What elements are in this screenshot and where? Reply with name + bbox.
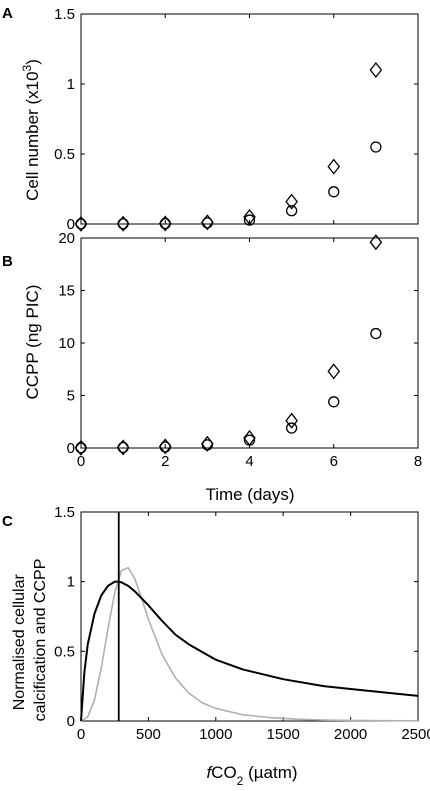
diamond-data-point xyxy=(369,234,383,251)
axes-frame xyxy=(80,13,419,225)
y-tick-label: 10 xyxy=(58,335,75,352)
circle-data-point xyxy=(328,396,340,408)
y-tick-label: 1 xyxy=(67,574,75,591)
panel-a-plot-area: 0 0.5 1 1.5 xyxy=(54,6,419,233)
panel-b-letter: B xyxy=(2,253,13,270)
panel-c-y-axis-label: Normalised cellular calcification and CC… xyxy=(11,559,49,722)
x-tick-label: 2 xyxy=(161,453,169,470)
diamond-data-point xyxy=(327,363,341,380)
diamond-data-point xyxy=(285,412,298,429)
diamond-data-point xyxy=(74,215,88,232)
panel-b-x-axis-label: Time (days) xyxy=(205,485,294,504)
diamond-data-point xyxy=(285,193,298,210)
diamond-data-point xyxy=(116,439,130,456)
panel-b: B CCPP (ng PIC) Time (days) xyxy=(2,253,295,504)
panel-c: C Normalised cellular calcification and … xyxy=(2,513,298,788)
diamond-data-point xyxy=(201,435,214,452)
x-tick-label: 6 xyxy=(330,453,338,470)
diamond-data-point xyxy=(243,429,256,447)
panel-a: A Cell number (x103) xyxy=(2,5,42,201)
panel-b-plot-area: 0 2 4 6 8 0 5 10 15 20 xyxy=(58,230,422,470)
svg-text:CCPP (ng PIC): CCPP (ng PIC) xyxy=(23,285,42,400)
panel-a-y-axis-label: Cell number (x103) xyxy=(20,59,42,201)
x-tick-label: 500 xyxy=(136,726,161,743)
panel-c-x-axis-label: fCO2 (µatm) xyxy=(206,763,297,788)
x-tick-label: 0 xyxy=(77,726,85,743)
axes-frame xyxy=(80,511,419,722)
y-tick-label: 1 xyxy=(67,76,75,93)
axes-frame xyxy=(80,237,419,449)
y-tick-label: 0.5 xyxy=(54,146,75,163)
svg-text:Normalised cellular ca: Normalised cellular calcification and CC… xyxy=(11,559,49,722)
y-tick-label: 20 xyxy=(58,230,75,247)
circle-data-point xyxy=(328,186,340,198)
panel-c-letter: C xyxy=(2,513,13,530)
x-tick-label: 4 xyxy=(245,453,253,470)
diamond-data-point xyxy=(116,215,130,232)
diamond-data-point xyxy=(158,215,172,232)
circle-data-point xyxy=(243,214,256,226)
y-tick-label: 15 xyxy=(58,283,75,300)
x-tick-label: 1000 xyxy=(199,726,232,743)
x-tick-label: 8 xyxy=(414,453,422,470)
y-tick-label: 1.5 xyxy=(54,6,75,23)
y-tick-label: 1.5 xyxy=(54,504,75,521)
y-tick-label: 0.5 xyxy=(54,643,75,660)
x-tick-label: 2000 xyxy=(334,726,367,743)
circle-data-point xyxy=(285,205,298,217)
diamond-data-point xyxy=(201,214,214,231)
y-tick-label: 5 xyxy=(67,388,75,405)
svg-text:Cell number (x103): Cell number (x103) xyxy=(20,59,42,201)
circle-data-point xyxy=(370,141,382,153)
diamond-data-point xyxy=(74,439,88,456)
circle-data-point xyxy=(370,327,382,340)
panel-a-letter: A xyxy=(2,5,13,22)
diamond-data-point xyxy=(369,61,383,79)
diamond-data-point xyxy=(158,438,172,455)
x-tick-label: 0 xyxy=(77,453,85,470)
diamond-data-point xyxy=(243,208,256,226)
calcification-curve xyxy=(80,580,419,722)
y-tick-label: 0 xyxy=(67,713,75,730)
circle-data-point xyxy=(285,422,298,434)
ccpp-curve xyxy=(80,566,419,722)
y-tick-label: 0 xyxy=(67,216,75,233)
panel-b-y-axis-label: CCPP (ng PIC) xyxy=(23,285,42,400)
x-tick-label: 1500 xyxy=(267,726,300,743)
diamond-data-point xyxy=(327,158,341,175)
y-tick-label: 0 xyxy=(67,440,75,457)
